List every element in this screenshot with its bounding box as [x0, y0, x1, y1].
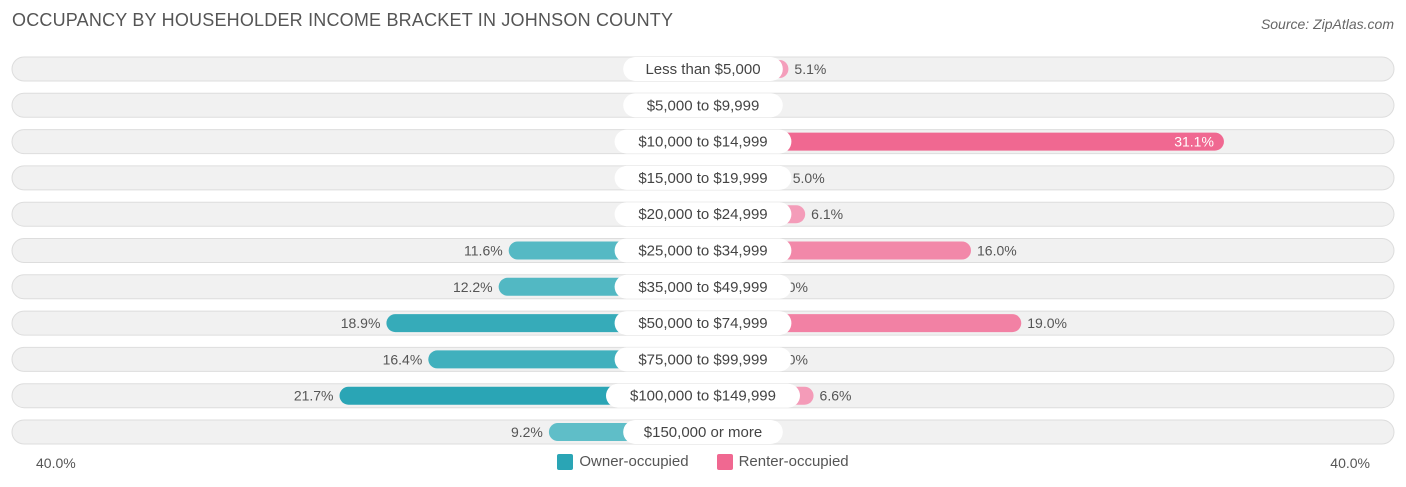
category-label: $35,000 to $49,999: [638, 279, 767, 296]
category-label-pill: [614, 347, 792, 372]
category-label-pill: [614, 238, 792, 263]
owner-value-label: 11.6%: [464, 243, 503, 259]
category-label-pill: [614, 129, 792, 154]
category-label: $5,000 to $9,999: [647, 97, 760, 114]
category-label-pill: [614, 202, 792, 227]
renter-value-label: 6.6%: [820, 388, 852, 404]
category-label-pill: [623, 57, 783, 81]
owner-value-label: 18.9%: [341, 315, 381, 331]
chart-legend: Owner-occupied Renter-occupied: [0, 453, 1406, 470]
category-label: Less than $5,000: [645, 61, 760, 78]
legend-label-renter: Renter-occupied: [738, 453, 849, 470]
category-label-pill: [606, 383, 800, 408]
renter-value-label: 16.0%: [977, 243, 1017, 259]
category-label-pill: [623, 420, 783, 444]
category-label: $150,000 or more: [644, 424, 762, 441]
diverging-bar-chart: 2.0%5.1%Less than $5,0002.1%1.8%$5,000 t…: [11, 56, 1395, 445]
category-label: $15,000 to $19,999: [638, 170, 767, 187]
renter-value-label: 5.1%: [794, 61, 826, 77]
owner-value-label: 12.2%: [453, 279, 493, 295]
category-label-pill: [623, 93, 783, 118]
legend-label-owner: Owner-occupied: [579, 453, 689, 470]
category-label: $75,000 to $99,999: [638, 351, 767, 368]
renter-value-label: 5.0%: [793, 170, 825, 186]
owner-value-label: 21.7%: [294, 388, 334, 404]
category-label: $25,000 to $34,999: [638, 243, 767, 260]
legend-item-owner[interactable]: Owner-occupied: [557, 453, 689, 470]
owner-value-label: 9.2%: [511, 424, 543, 440]
legend-swatch-owner: [557, 453, 574, 470]
category-label-pill: [614, 311, 792, 336]
renter-value-label: 31.1%: [1174, 134, 1214, 150]
renter-bar: [703, 132, 1224, 151]
chart-source: Source: ZipAtlas.com: [1260, 16, 1394, 32]
chart-title: OCCUPANCY BY HOUSEHOLDER INCOME BRACKET …: [12, 10, 674, 30]
category-label-pill: [614, 165, 792, 190]
category-label: $100,000 to $149,999: [630, 388, 776, 405]
axis-max-label: 40.0%: [1330, 455, 1370, 471]
legend-item-renter[interactable]: Renter-occupied: [716, 453, 849, 470]
category-label: $20,000 to $24,999: [638, 206, 767, 223]
category-label: $10,000 to $14,999: [638, 134, 767, 151]
category-label-pill: [614, 274, 792, 299]
renter-value-label: 19.0%: [1027, 315, 1067, 331]
axis-min-label: 40.0%: [36, 455, 76, 471]
owner-value-label: 16.4%: [383, 351, 423, 367]
renter-value-label: 6.1%: [811, 206, 843, 222]
category-label: $50,000 to $74,999: [638, 315, 767, 332]
legend-swatch-renter: [716, 453, 733, 470]
